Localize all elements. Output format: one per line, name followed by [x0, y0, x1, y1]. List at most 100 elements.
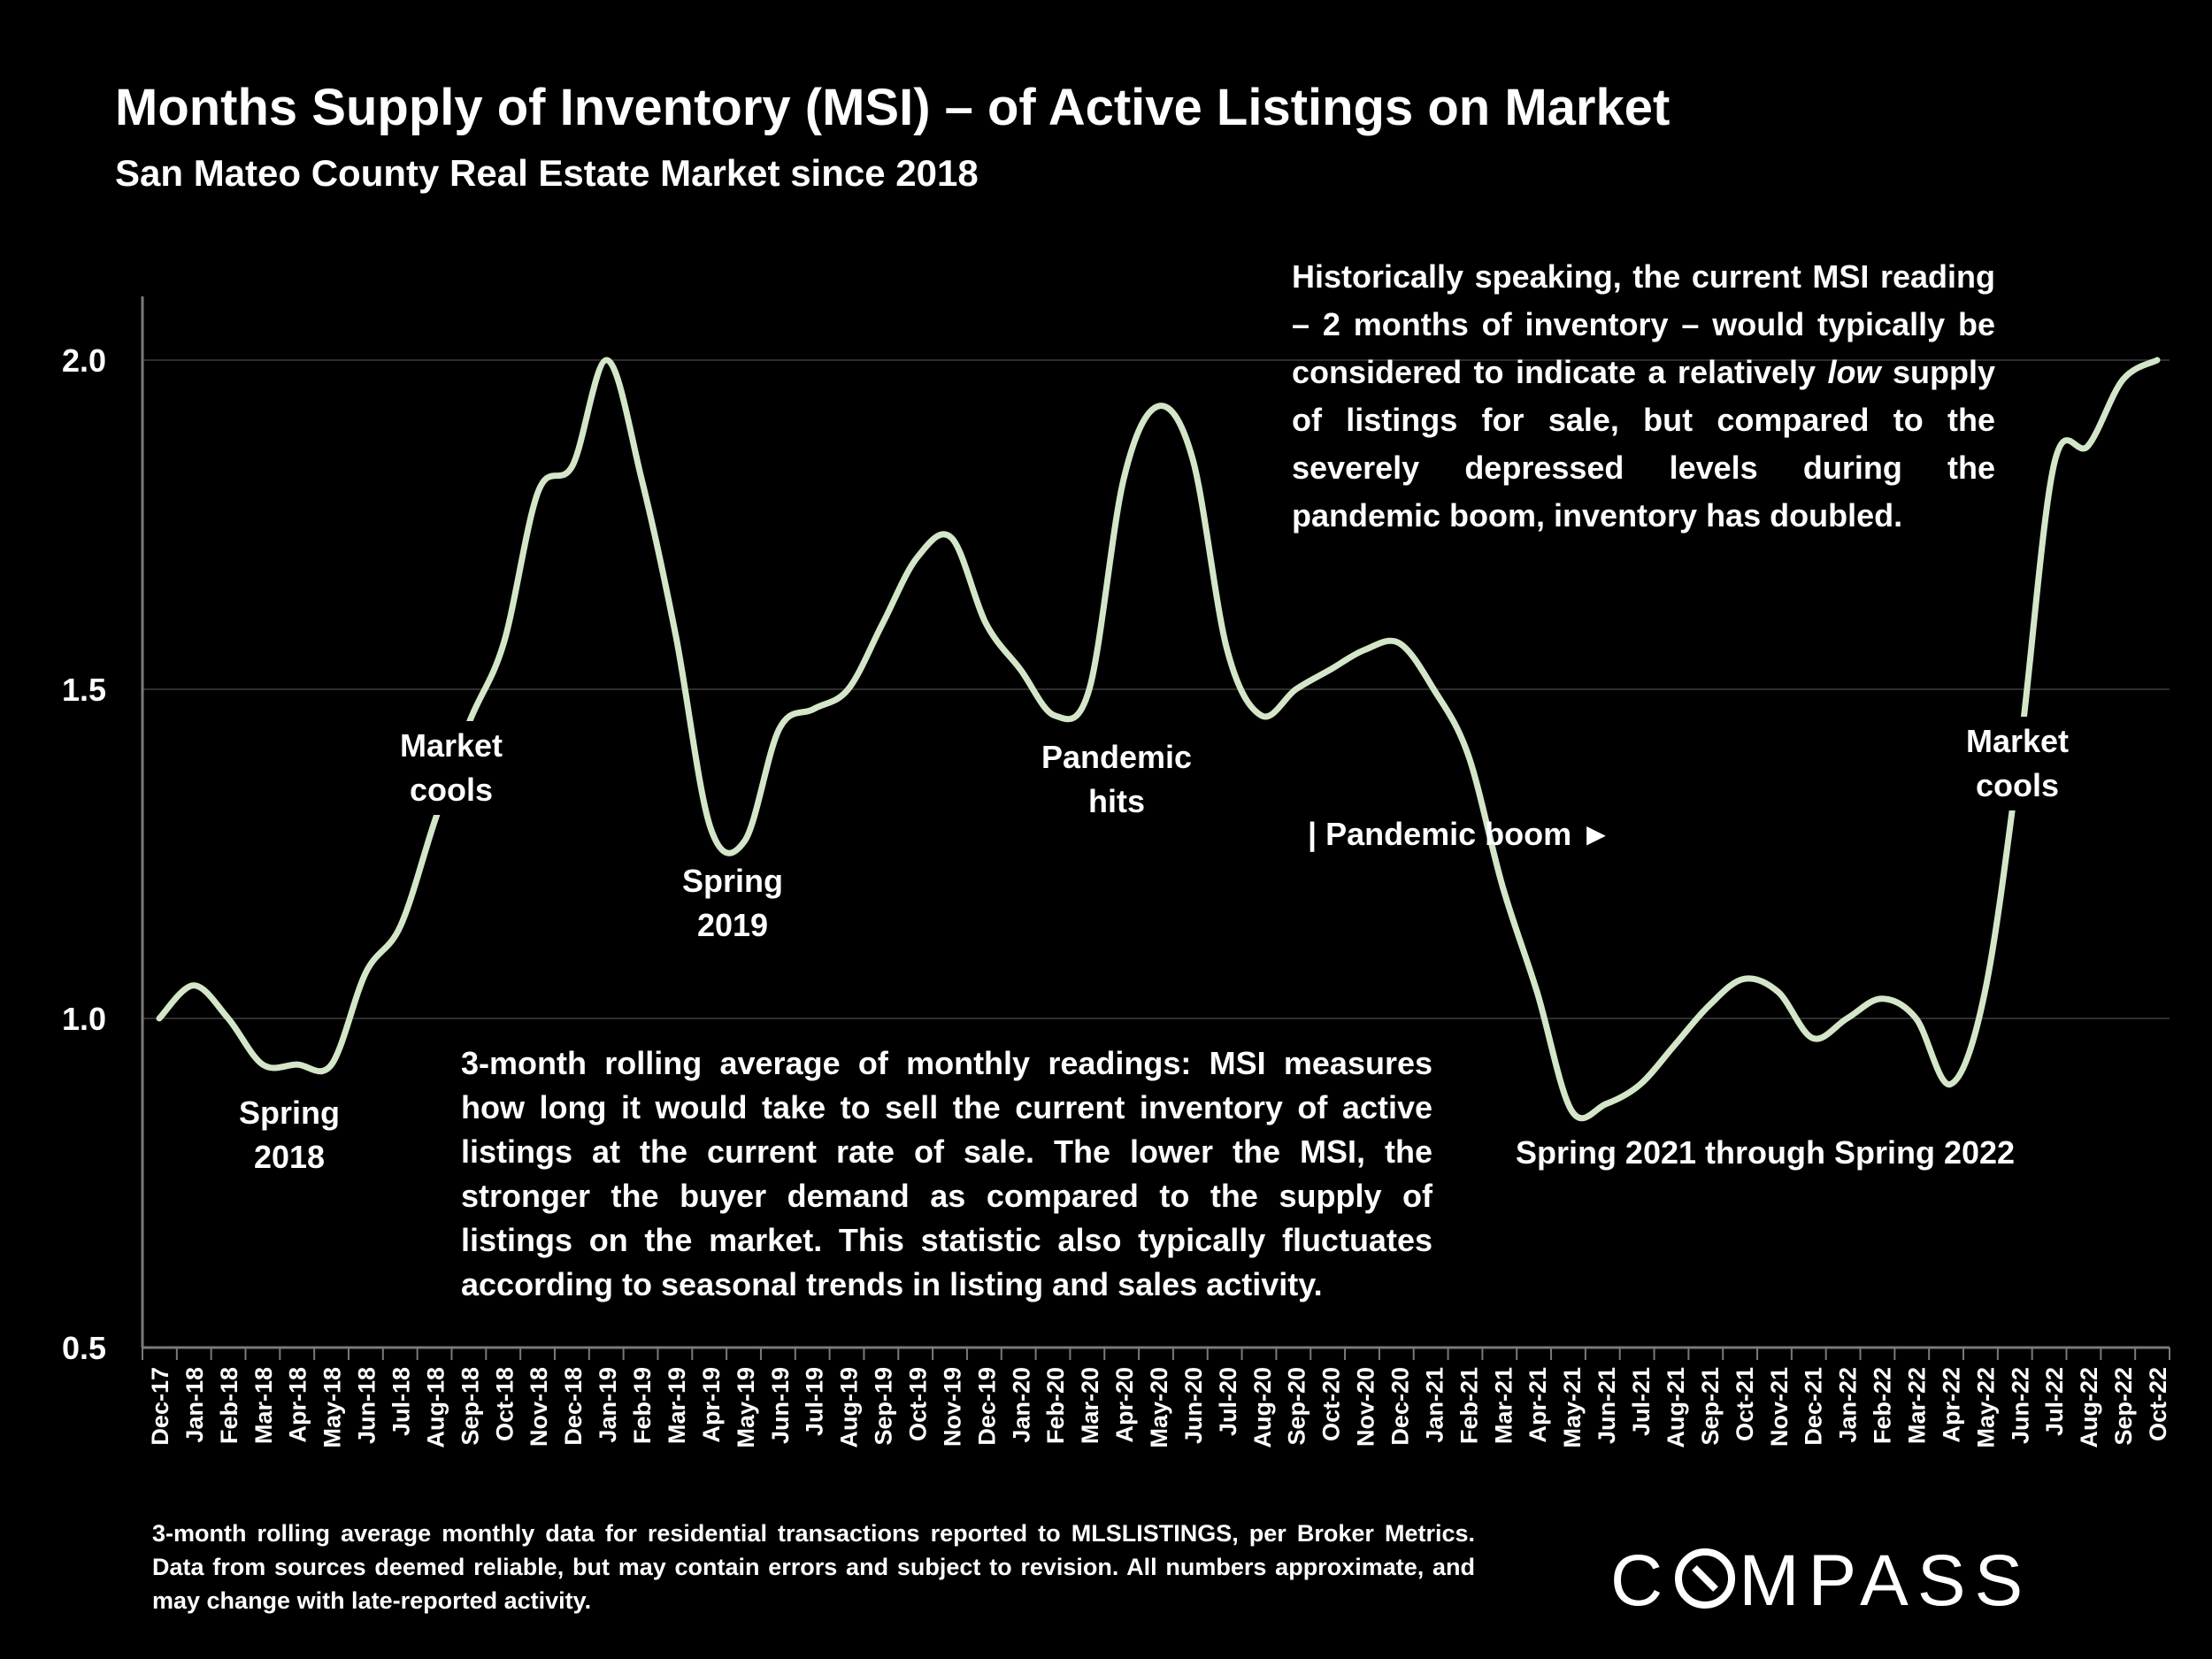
x-tick-label: Sep-20	[1284, 1367, 1310, 1446]
y-tick-label: 1.5	[62, 672, 106, 708]
x-tick-labels: Dec-17 Jan-18 Feb-18 Mar-18 Apr-18 May-18 Jun-…	[147, 1367, 2171, 1448]
annotation-backdrop	[367, 721, 535, 815]
x-tick-label: May-22	[1972, 1367, 1999, 1448]
chart-annotations: Spring 2018 Market cools Spring 2019 Pandemic h…	[239, 717, 2101, 1175]
x-tick-label: Apr-18	[285, 1367, 311, 1443]
x-tick-label: May-18	[319, 1367, 346, 1448]
x-tick-label: Aug-21	[1663, 1367, 1689, 1448]
x-tick-label: Apr-19	[698, 1367, 725, 1443]
annotation-text: cools	[410, 772, 493, 808]
emphasis-low: low	[1827, 354, 1881, 390]
axes	[141, 296, 2170, 1360]
compass-logo: C MPASS	[1610, 1540, 2032, 1621]
annotation-text: cools	[1976, 767, 2059, 803]
x-tick-label: Dec-18	[560, 1367, 587, 1446]
x-tick-label: Nov-18	[526, 1367, 552, 1447]
x-tick-label: May-20	[1146, 1367, 1172, 1448]
chart-subtitle: San Mateo County Real Estate Market sinc…	[115, 152, 979, 194]
annotation-text: Pandemic	[1041, 739, 1192, 775]
x-tick-label: Jun-19	[767, 1367, 794, 1444]
x-tick-label: Oct-19	[904, 1367, 931, 1441]
x-tick-label: Jul-20	[1215, 1367, 1241, 1436]
msi-context-note: Historically speaking, the current MSI r…	[1292, 258, 1995, 534]
x-tick-label: Jan-18	[181, 1367, 208, 1443]
data-series	[156, 357, 2161, 1122]
x-tick-label: Sep-18	[457, 1367, 483, 1446]
x-tick-label: Jul-21	[1628, 1367, 1655, 1436]
x-tick-label: Feb-18	[216, 1367, 242, 1444]
data-source-footnote: 3-month rolling average monthly data for…	[152, 1520, 1475, 1614]
annotation-text: Spring	[239, 1094, 340, 1131]
x-tick-label: Apr-22	[1938, 1367, 1964, 1443]
x-tick-label: Sep-21	[1697, 1367, 1724, 1446]
x-tick-label: Nov-21	[1766, 1367, 1793, 1447]
x-tick-label: Aug-18	[422, 1367, 449, 1448]
msi-definition-note: 3-month rolling average of monthly readi…	[461, 1045, 1432, 1302]
annotation-text: | Pandemic boom ►	[1308, 816, 1612, 853]
annotation-text: Market	[400, 727, 503, 764]
x-tick-label: Dec-21	[1801, 1367, 1827, 1446]
x-tick-label: Dec-17	[147, 1367, 173, 1446]
x-tick-label: Jan-19	[595, 1367, 621, 1443]
annotation-backdrop	[1033, 733, 1201, 826]
x-tick-label: Feb-20	[1042, 1367, 1069, 1444]
y-tick-label: 1.0	[62, 1001, 106, 1037]
x-tick-label: Mar-19	[664, 1367, 690, 1444]
annotation-label: Spring 2019	[649, 856, 817, 950]
annotation-label: Market cools	[367, 721, 535, 815]
x-tick-label: Oct-18	[491, 1367, 518, 1441]
x-tick-label: Nov-20	[1353, 1367, 1379, 1447]
x-tick-label: Jul-22	[2041, 1367, 2068, 1436]
annotation-label: Pandemic hits	[1033, 733, 1201, 826]
x-tick-label: Jun-18	[354, 1367, 380, 1444]
x-tick-label: Mar-20	[1077, 1367, 1103, 1444]
x-tick-label: Jun-22	[2007, 1367, 2033, 1444]
x-tick-label: Oct-21	[1732, 1367, 1758, 1441]
annotation-label: | Pandemic boom ►	[1308, 816, 1612, 853]
compass-o-icon	[1675, 1548, 1736, 1609]
y-tick-label: 0.5	[62, 1330, 106, 1366]
x-tick-label: Dec-19	[973, 1367, 1000, 1446]
x-tick-label: Nov-19	[939, 1367, 965, 1447]
chart-title: Months Supply of Inventory (MSI) – of Ac…	[115, 79, 1671, 136]
annotation-text: Market	[1966, 723, 2069, 759]
x-tick-label: Mar-18	[250, 1367, 277, 1444]
x-tick-label: Dec-20	[1387, 1367, 1414, 1446]
x-tick-label: Aug-22	[2076, 1367, 2102, 1448]
y-tick-label: 2.0	[62, 342, 106, 379]
annotation-label: Spring 2021 through Spring 2022	[1516, 1134, 2015, 1171]
annotation-backdrop	[649, 856, 817, 950]
annotation-text: 2019	[697, 907, 768, 943]
x-tick-label: Feb-19	[629, 1367, 656, 1444]
annotation-text: Spring	[682, 863, 783, 899]
x-tick-label: May-19	[733, 1367, 759, 1448]
x-tick-label: Apr-20	[1111, 1367, 1138, 1443]
x-tick-label: May-21	[1559, 1367, 1586, 1448]
annotation-backdrop	[1933, 717, 2101, 810]
x-tick-label: Jun-21	[1594, 1367, 1620, 1444]
y-tick-labels: 0.5 1.0 1.5 2.0	[62, 342, 106, 1366]
x-tick-label: Jan-21	[1421, 1367, 1448, 1443]
x-tick-label: Oct-22	[2145, 1367, 2171, 1441]
x-tick-label: Jan-22	[1835, 1367, 1862, 1443]
annotation-text: hits	[1088, 783, 1145, 819]
x-tick-label: Aug-19	[836, 1367, 863, 1448]
x-tick-label: Aug-20	[1249, 1367, 1276, 1448]
msi-series-line	[156, 357, 2161, 1122]
x-tick-label: Oct-20	[1318, 1367, 1345, 1441]
annotation-label: Spring 2018	[239, 1094, 340, 1175]
x-tick-label: Mar-22	[1903, 1367, 1930, 1444]
x-tick-label: Jul-19	[802, 1367, 828, 1436]
x-tick-label: Feb-22	[1870, 1367, 1896, 1444]
x-tick-label: Jun-20	[1180, 1367, 1207, 1444]
annotation-text: 2018	[254, 1139, 325, 1175]
annotation-text: Spring 2021 through Spring 2022	[1516, 1134, 2015, 1171]
x-tick-label: Sep-22	[2110, 1367, 2137, 1446]
x-tick-label: Feb-21	[1455, 1367, 1482, 1444]
x-tick-label: Sep-19	[871, 1367, 897, 1446]
x-tick-label: Apr-21	[1525, 1367, 1551, 1443]
x-tick-label: Mar-21	[1490, 1367, 1517, 1444]
gridlines	[142, 359, 2170, 1019]
annotation-label: Market cools	[1933, 717, 2101, 810]
x-tick-label: Jul-18	[388, 1367, 415, 1436]
